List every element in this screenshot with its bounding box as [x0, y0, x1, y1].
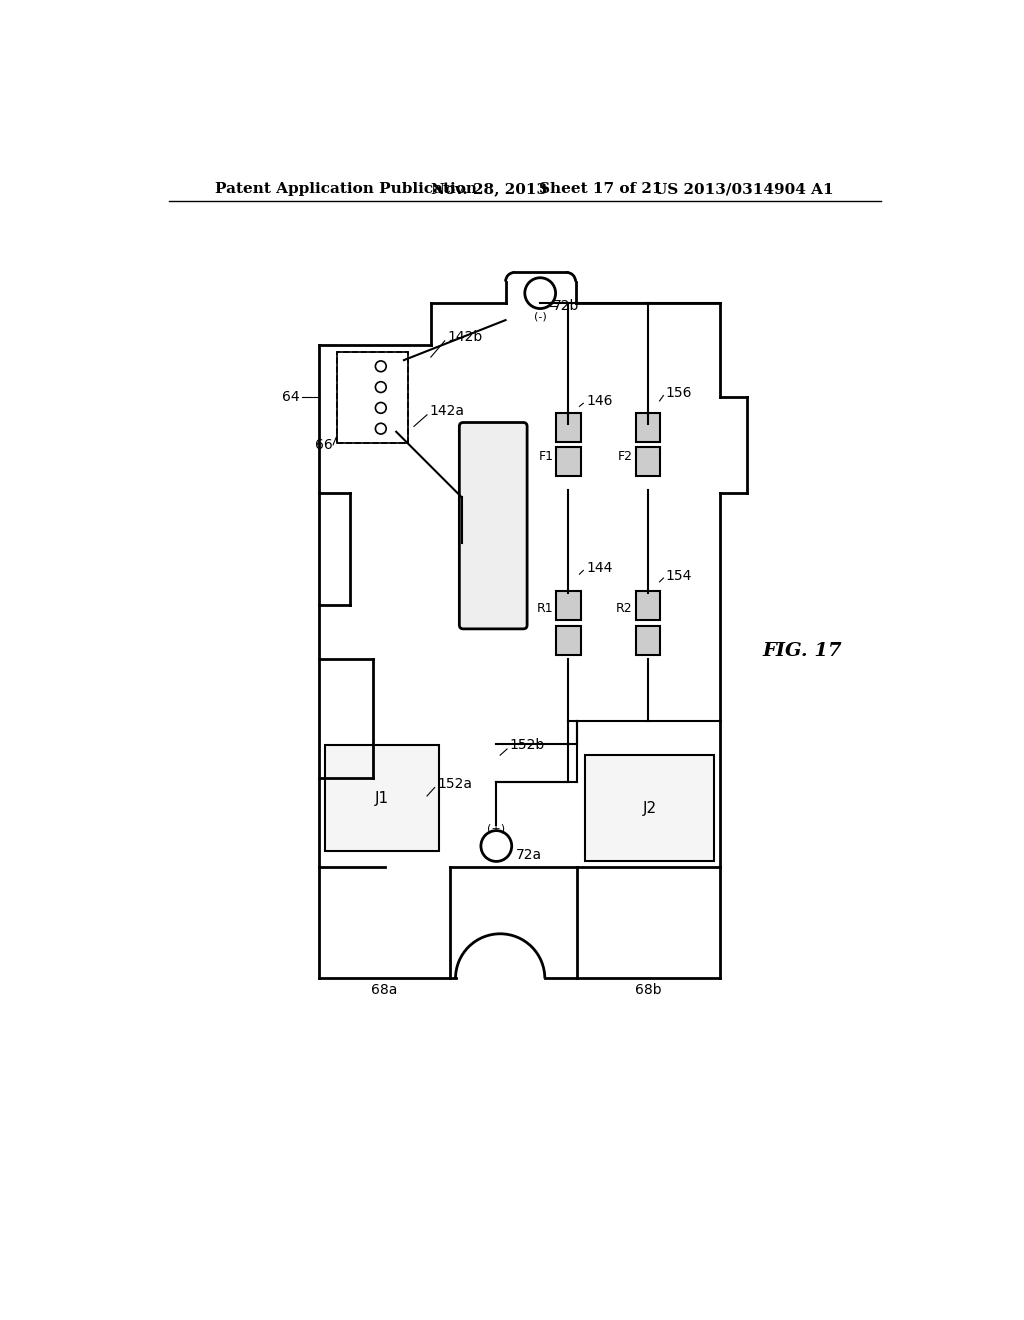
Bar: [636, 626, 660, 655]
FancyBboxPatch shape: [460, 422, 527, 628]
Text: 72a: 72a: [515, 849, 542, 862]
Text: (+): (+): [487, 824, 506, 833]
Text: Sheet 17 of 21: Sheet 17 of 21: [539, 182, 663, 197]
Circle shape: [376, 381, 386, 392]
Text: 68b: 68b: [635, 983, 662, 997]
Text: 152b: 152b: [509, 738, 545, 752]
Bar: [636, 412, 660, 442]
Circle shape: [376, 424, 386, 434]
Text: 68a: 68a: [372, 983, 398, 997]
Text: R2: R2: [616, 602, 633, 615]
Bar: [636, 591, 660, 620]
Text: Patent Application Publication: Patent Application Publication: [215, 182, 477, 197]
Bar: [585, 755, 714, 862]
Bar: [636, 447, 660, 477]
Text: (-): (-): [534, 312, 547, 321]
Bar: [556, 591, 581, 620]
Bar: [556, 447, 581, 477]
Text: F2: F2: [617, 450, 633, 463]
Bar: [337, 352, 408, 444]
Circle shape: [376, 360, 386, 372]
Circle shape: [481, 830, 512, 862]
Text: F1: F1: [539, 450, 553, 463]
Text: J1: J1: [375, 791, 389, 805]
Text: J2: J2: [642, 801, 656, 816]
Circle shape: [376, 403, 386, 413]
Text: 156: 156: [666, 387, 692, 400]
Bar: [337, 352, 408, 444]
Text: 146: 146: [587, 393, 613, 408]
Text: 66: 66: [314, 438, 333, 451]
Text: 142b: 142b: [447, 330, 483, 345]
Text: 72b: 72b: [553, 300, 579, 313]
Text: 64: 64: [283, 391, 300, 404]
Text: 142a: 142a: [429, 404, 464, 418]
Text: 152a: 152a: [437, 776, 472, 791]
Bar: [325, 744, 438, 851]
Text: FIG. 17: FIG. 17: [762, 643, 842, 660]
Text: 144: 144: [587, 561, 612, 576]
Bar: [556, 412, 581, 442]
Text: US 2013/0314904 A1: US 2013/0314904 A1: [654, 182, 834, 197]
Bar: [556, 626, 581, 655]
Circle shape: [525, 277, 556, 309]
Text: R1: R1: [537, 602, 553, 615]
Text: Nov. 28, 2013: Nov. 28, 2013: [431, 182, 547, 197]
Text: 154: 154: [666, 569, 692, 582]
